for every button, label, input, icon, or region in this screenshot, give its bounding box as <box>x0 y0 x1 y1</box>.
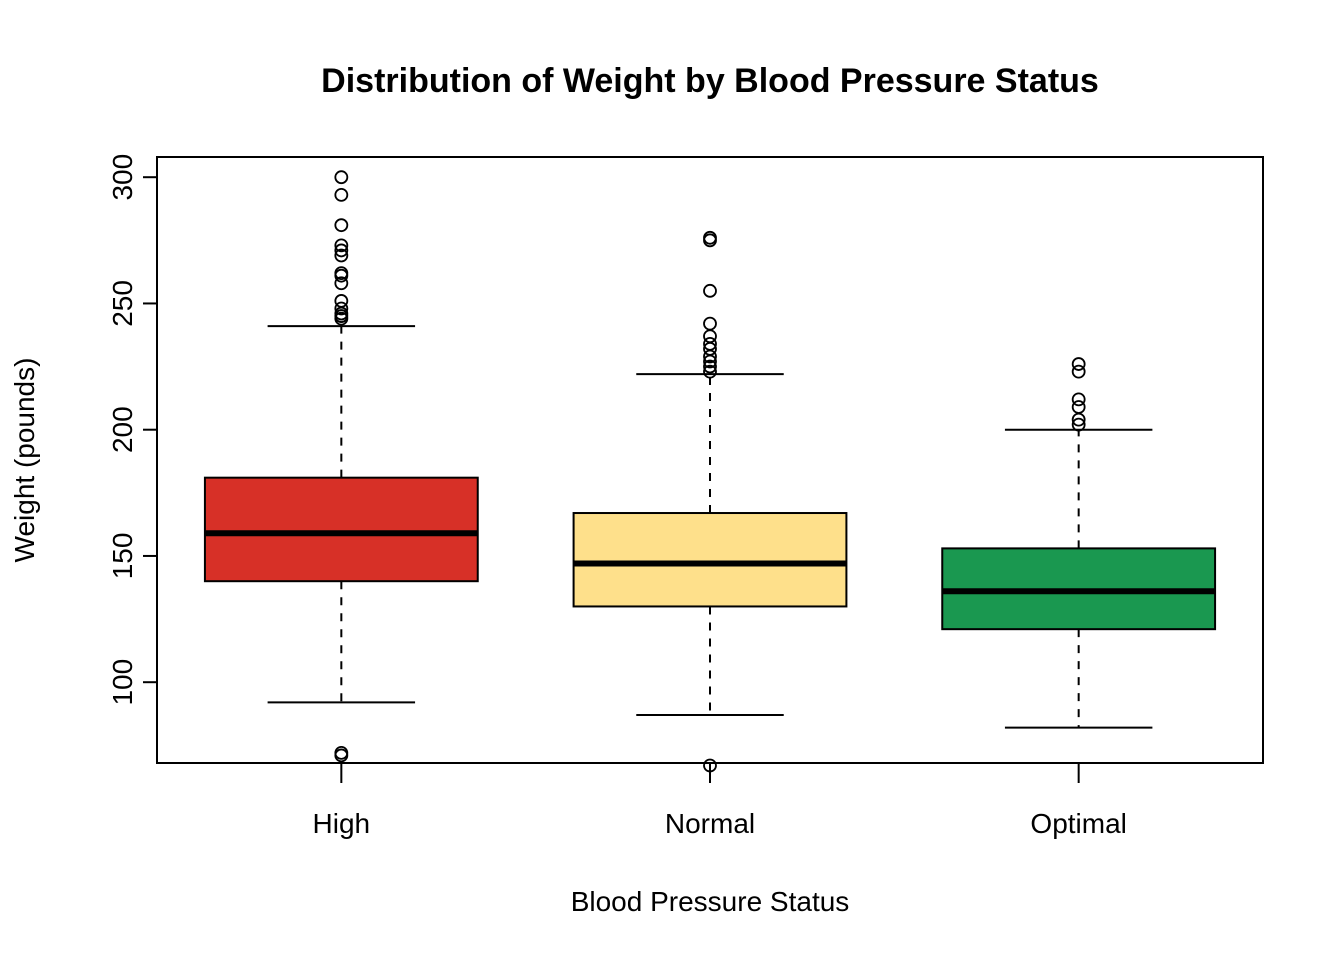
outlier-point-high <box>334 187 349 202</box>
outlier-point-high <box>334 294 349 308</box>
outlier-point-normal <box>703 359 717 374</box>
outlier-point-high <box>334 748 349 763</box>
outlier-point-optimal <box>1071 417 1086 432</box>
outlier-point-high <box>334 238 349 253</box>
outlier-point-optimal <box>1071 357 1086 371</box>
outlier-point-high <box>334 248 349 263</box>
plot-area: 100 150 200 250 300 High Normal Optimal <box>107 154 1264 839</box>
outlier-point-normal <box>703 329 717 344</box>
y-tick-label: 250 <box>107 280 138 327</box>
outlier-point-normal <box>703 230 717 245</box>
x-tick-label: Optimal <box>1030 808 1126 839</box>
chart-title: Distribution of Weight by Blood Pressure… <box>321 62 1099 100</box>
y-tick-label: 300 <box>107 154 138 201</box>
outlier-point-high <box>334 218 349 233</box>
y-tick-label: 150 <box>107 533 138 580</box>
outlier-point-high <box>334 276 349 291</box>
outlier-point-high <box>334 243 349 258</box>
y-axis-label: Weight (pounds) <box>9 358 40 563</box>
box-high <box>203 476 479 583</box>
outlier-point-optimal <box>1071 392 1086 407</box>
outlier-point-normal <box>703 758 717 773</box>
outlier-point-normal <box>703 316 717 331</box>
x-tick-label: High <box>313 808 371 839</box>
box-normal <box>572 512 848 608</box>
x-axis-label: Blood Pressure Status <box>571 886 850 917</box>
y-tick-label: 100 <box>107 659 138 706</box>
outlier-point-high <box>334 170 349 185</box>
outlier-point-high <box>334 301 349 316</box>
outlier-point-optimal <box>1071 364 1086 379</box>
outlier-point-normal <box>703 364 717 379</box>
y-tick-label: 200 <box>107 406 138 453</box>
outlier-point-high <box>334 266 349 281</box>
outlier-point-normal <box>703 336 717 351</box>
x-tick-label: Normal <box>665 808 755 839</box>
outlier-point-optimal <box>1071 400 1086 414</box>
outlier-point-normal <box>703 283 717 298</box>
